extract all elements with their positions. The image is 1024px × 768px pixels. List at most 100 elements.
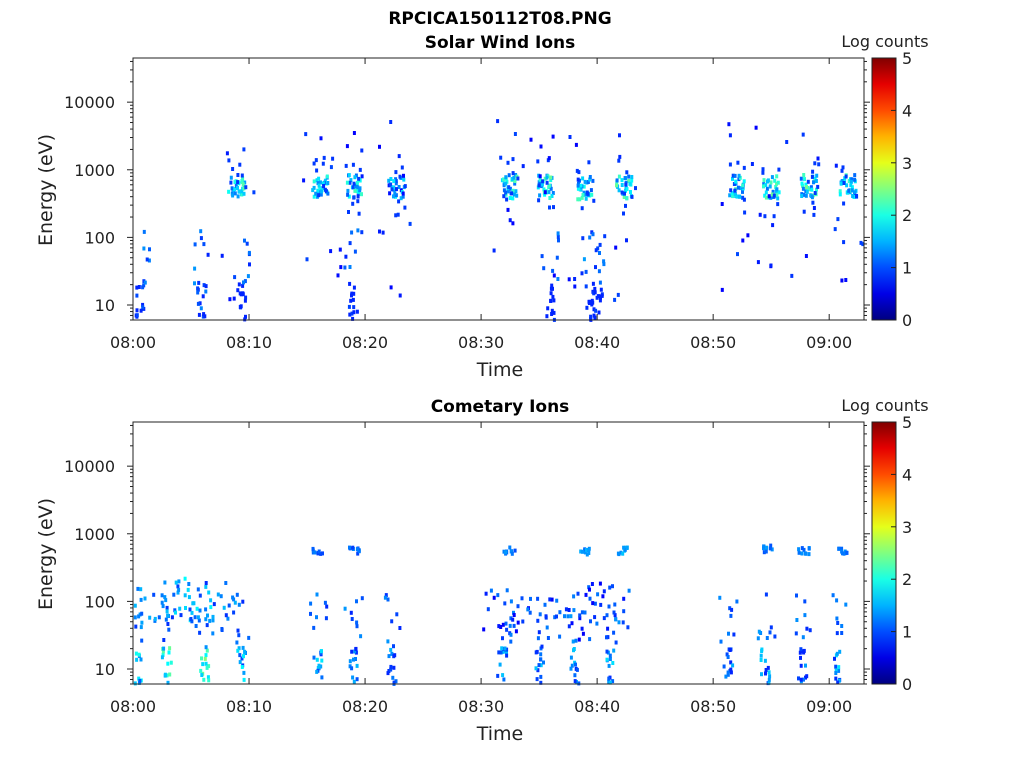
heatmap-cell — [621, 620, 625, 625]
heatmap-cell — [578, 197, 582, 202]
heatmap-cell — [815, 187, 818, 192]
heatmap-cell — [354, 657, 357, 661]
heatmap-cell — [355, 309, 359, 314]
heatmap-cell — [344, 163, 348, 168]
heatmap-cell — [634, 186, 637, 191]
heatmap-cell — [309, 601, 313, 606]
heatmap-cell — [242, 677, 246, 682]
heatmap-cell — [602, 589, 606, 594]
heatmap-cell — [549, 291, 553, 296]
colorbar-gradient — [871, 57, 897, 321]
heatmap-cell — [345, 180, 349, 185]
heatmap-cell — [733, 191, 737, 196]
heatmap-cell — [726, 655, 730, 659]
heatmap-cell — [729, 660, 733, 665]
heatmap-cell — [763, 214, 767, 219]
heatmap-cell — [542, 660, 545, 665]
heatmap-cell — [620, 190, 624, 195]
heatmap-cell — [137, 614, 141, 619]
heatmap-cell — [197, 312, 201, 317]
heatmap-cell — [790, 273, 794, 278]
heatmap-cell — [574, 142, 578, 147]
heatmap-cell — [550, 283, 554, 288]
heatmap-cell — [351, 162, 355, 167]
heatmap-cell — [588, 299, 592, 304]
heatmap-cell — [538, 193, 542, 198]
heatmap-cell — [484, 591, 488, 596]
heatmap-cell — [538, 174, 542, 179]
heatmap-cell — [387, 178, 391, 183]
heatmap-cell — [174, 610, 177, 615]
heatmap-cell — [387, 654, 391, 659]
heatmap-cell — [243, 298, 247, 303]
heatmap-cell — [840, 278, 844, 283]
heatmap-cell — [216, 592, 220, 597]
heatmap-cell — [836, 680, 840, 685]
heatmap-cell — [835, 598, 839, 603]
heatmap-cell — [392, 179, 396, 184]
heatmap-cell — [311, 546, 315, 551]
heatmap-cell — [204, 645, 208, 650]
heatmap-cell — [133, 681, 137, 686]
heatmap-cell — [844, 602, 848, 607]
heatmap-cell — [576, 183, 580, 188]
heatmap-cell — [241, 645, 245, 650]
colorbar-label-top: Log counts — [841, 32, 928, 51]
heatmap-cell — [401, 191, 405, 196]
heatmap-cell — [350, 666, 354, 671]
heatmap-cell — [142, 229, 146, 234]
heatmap-cell — [140, 611, 144, 616]
heatmap-cell — [585, 305, 589, 310]
heatmap-cell — [502, 677, 506, 682]
heatmap-cell — [596, 592, 600, 597]
heatmap-cell — [588, 175, 592, 179]
heatmap-cell — [770, 175, 774, 180]
heatmap-cell — [513, 181, 517, 186]
heatmap-cell — [772, 193, 776, 198]
heatmap-cell — [729, 613, 733, 618]
heatmap-cell — [837, 546, 841, 551]
heatmap-cell — [729, 667, 733, 672]
heatmap-cell — [581, 236, 585, 241]
heatmap-cell — [861, 242, 865, 247]
heatmap-cell — [537, 663, 541, 668]
heatmap-cell — [231, 167, 235, 171]
heatmap-cell — [771, 223, 775, 228]
heatmap-cell — [595, 621, 599, 626]
heatmap-cell — [555, 614, 558, 619]
heatmap-cell — [394, 193, 398, 198]
heatmap-cell — [569, 666, 573, 671]
heatmap-cell — [241, 599, 245, 604]
heatmap-cell — [209, 605, 213, 610]
heatmap-cell — [540, 182, 544, 187]
heatmap-cell — [350, 311, 354, 316]
heatmap-cell — [177, 579, 181, 584]
x-axis-label-top: Time — [476, 359, 524, 381]
heatmap-cell — [161, 649, 165, 654]
heatmap-cell — [505, 650, 508, 655]
heatmap-cell — [737, 173, 741, 178]
heatmap-cell — [776, 202, 780, 207]
heatmap-cell — [611, 679, 615, 684]
heatmap-cell — [627, 179, 631, 183]
heatmap-cell — [329, 249, 333, 254]
heatmap-cell — [393, 653, 397, 658]
heatmap-cell — [799, 677, 803, 682]
heatmap-cell — [569, 614, 573, 619]
heatmap-cell — [238, 162, 242, 167]
heatmap-cell — [350, 230, 354, 235]
heatmap-cell — [240, 192, 244, 197]
heatmap-cell — [813, 191, 817, 195]
heatmap-cell — [360, 148, 364, 153]
heatmap-cell — [514, 629, 518, 634]
heatmap-cell — [502, 177, 506, 182]
heatmap-cell — [135, 657, 139, 662]
heatmap-cell — [403, 184, 407, 189]
heatmap-cell — [190, 610, 194, 615]
heatmap-cell — [360, 192, 363, 197]
heatmap-cell — [242, 654, 245, 659]
axes-top: 08:00 08:10 08:20 08:30 08:40 08:50 09:00 10 100… — [64, 57, 870, 352]
heatmap-cell — [392, 644, 395, 649]
heatmap-cell — [352, 131, 356, 135]
heatmap-cell — [799, 663, 803, 668]
